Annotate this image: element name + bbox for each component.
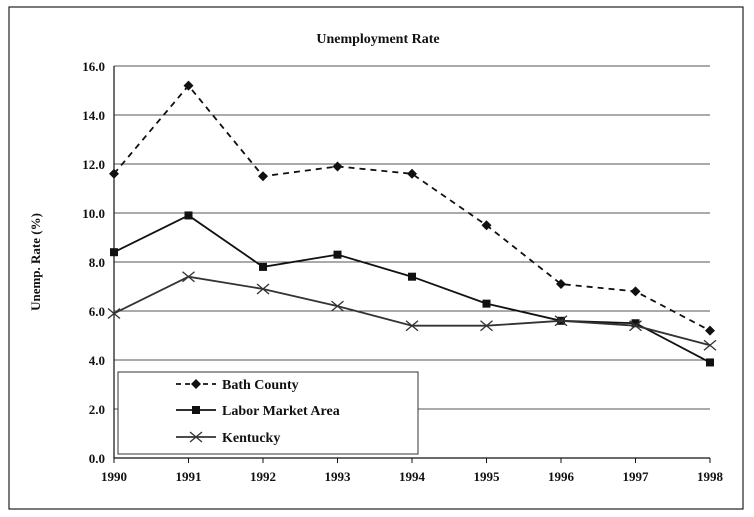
y-tick-label: 0.0 — [89, 451, 105, 466]
data-point-labor-market-area — [408, 272, 416, 281]
y-tick-label: 12.0 — [82, 157, 105, 172]
data-point-bath-county — [630, 286, 641, 297]
x-tick-label: 1994 — [399, 469, 426, 484]
x-tick-labels: 1990 1991 1992 1993 1994 1995 1996 1997 1998 — [101, 458, 724, 484]
y-tick-label: 10.0 — [82, 206, 105, 221]
x-tick-label: 1992 — [250, 469, 276, 484]
chart-title: Unemployment Rate — [316, 32, 439, 47]
y-tick-label: 8.0 — [89, 255, 105, 270]
series-kentucky — [107, 271, 717, 351]
legend-item-bath-county: Bath County — [176, 378, 299, 393]
x-tick-label: 1997 — [623, 469, 650, 484]
data-point-bath-county — [332, 161, 343, 172]
x-tick-label: 1996 — [548, 469, 575, 484]
data-point-bath-county — [258, 171, 268, 182]
data-point-kentucky — [256, 283, 270, 295]
legend-swatch-marker — [192, 406, 200, 414]
y-tick-labels: 0.0 2.0 4.0 6.0 8.0 10.0 12.0 14.0 16.0 — [82, 59, 105, 466]
legend-label: Bath County — [222, 378, 299, 393]
data-point-kentucky — [107, 307, 121, 319]
data-point-kentucky — [182, 271, 195, 283]
legend-swatch-marker — [189, 431, 203, 443]
series-bath-county — [109, 80, 715, 336]
data-point-labor-market-area — [110, 248, 118, 257]
legend-item-kentucky: Kentucky — [176, 431, 280, 446]
data-point-labor-market-area — [631, 319, 640, 328]
data-point-labor-market-area — [184, 211, 193, 220]
y-tick-label: 2.0 — [89, 402, 105, 417]
legend-box — [117, 371, 419, 455]
data-point-bath-county — [407, 168, 417, 179]
y-tick-label: 16.0 — [82, 59, 105, 74]
data-point-labor-market-area — [259, 262, 267, 271]
x-tick-label: 1993 — [325, 469, 352, 484]
data-point-kentucky — [703, 339, 717, 351]
legend-swatch-marker — [191, 379, 201, 389]
y-tick-label: 14.0 — [82, 108, 105, 123]
y-axis-label: Unemp. Rate (%) — [28, 213, 43, 311]
data-point-labor-market-area — [333, 250, 342, 259]
data-point-kentucky — [405, 320, 419, 332]
data-point-bath-county — [556, 279, 566, 290]
data-point-bath-county — [109, 168, 119, 179]
legend-label: Labor Market Area — [222, 404, 340, 419]
data-point-bath-county — [183, 80, 194, 91]
x-tick-label: 1991 — [176, 469, 202, 484]
y-tick-label: 4.0 — [89, 353, 105, 368]
data-point-labor-market-area — [706, 358, 714, 367]
data-point-kentucky — [554, 315, 568, 327]
data-point-labor-market-area — [482, 299, 491, 308]
legend: Bath County Labor Market Area Kentucky — [117, 371, 419, 455]
data-point-bath-county — [481, 220, 492, 231]
series-lines — [107, 80, 717, 367]
data-point-kentucky — [331, 300, 344, 312]
x-tick-label: 1995 — [474, 469, 501, 484]
y-tick-label: 6.0 — [89, 304, 105, 319]
data-point-kentucky — [480, 320, 493, 332]
x-tick-label: 1990 — [101, 469, 127, 484]
series-line-bath-county — [113, 84, 711, 332]
legend-item-labor-market-area: Labor Market Area — [176, 404, 340, 419]
x-tick-label: 1998 — [697, 469, 724, 484]
data-point-kentucky — [629, 320, 642, 332]
data-point-bath-county — [705, 325, 715, 336]
legend-label: Kentucky — [222, 431, 280, 446]
